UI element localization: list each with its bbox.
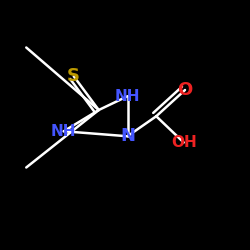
Text: NH: NH: [51, 124, 76, 139]
Text: S: S: [67, 67, 80, 85]
Text: N: N: [120, 127, 135, 145]
Text: OH: OH: [171, 135, 196, 150]
Text: NH: NH: [115, 89, 140, 104]
Text: O: O: [178, 81, 192, 99]
